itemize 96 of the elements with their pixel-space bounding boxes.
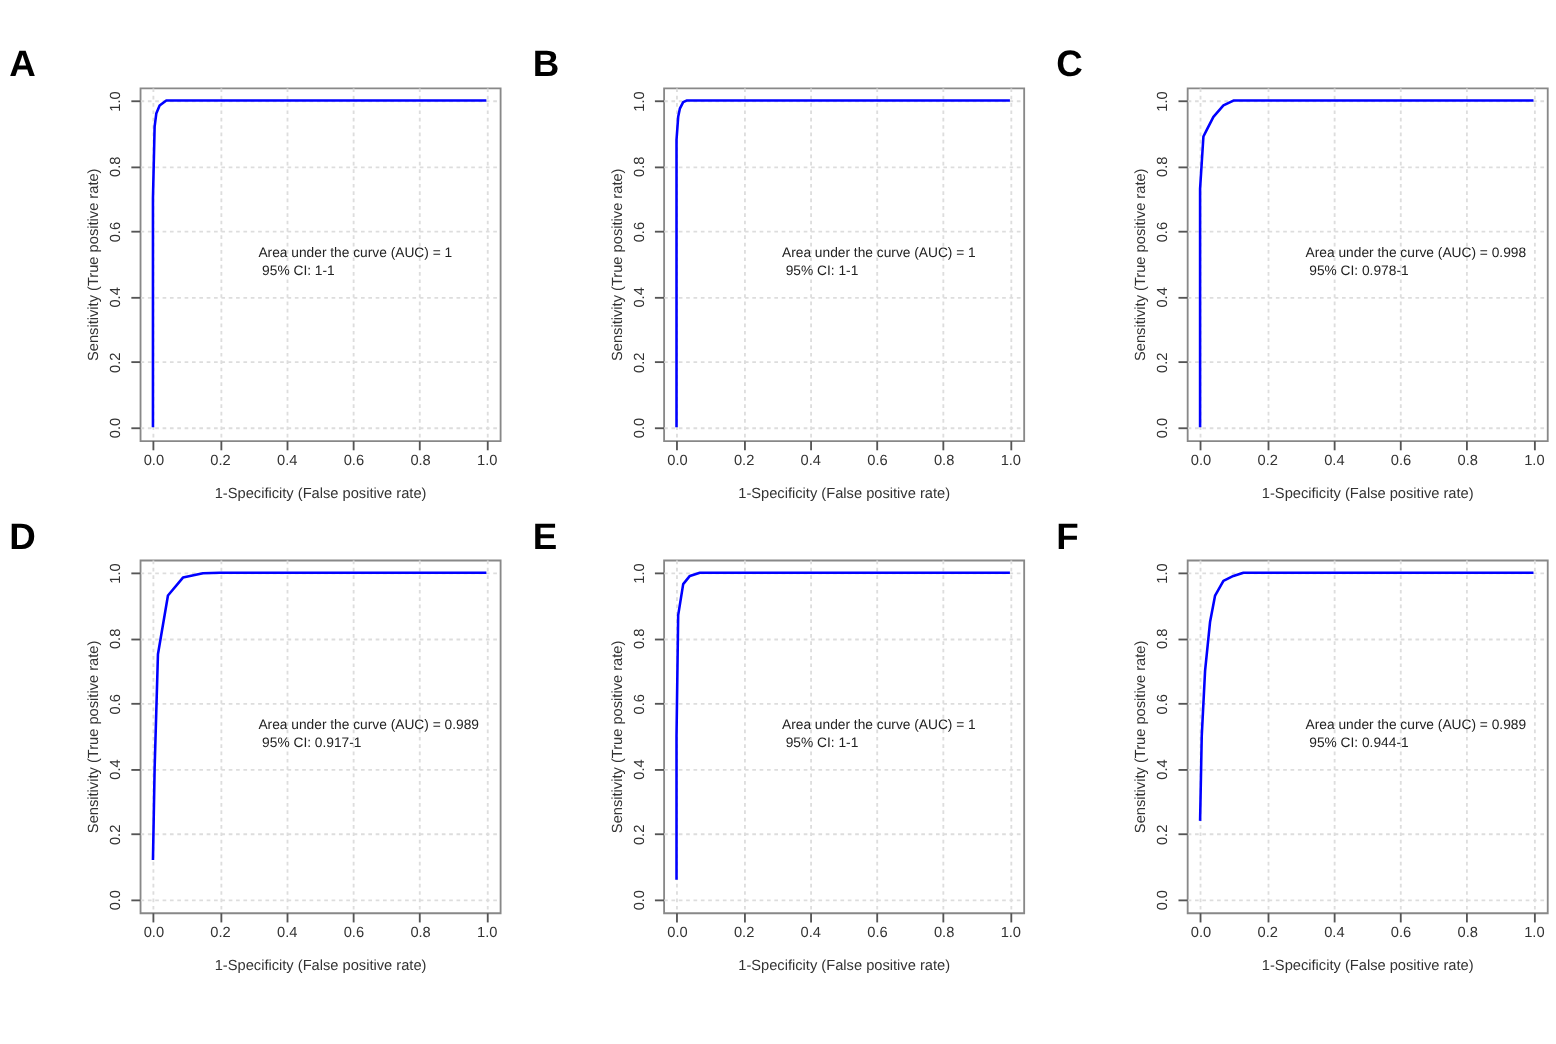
line-series [675,571,1012,881]
x-tick-label: 0.2 [210,923,231,942]
x-tick-label: 0.2 [1257,923,1278,942]
x-tick-label: 0.8 [1457,923,1478,942]
y-tick-label: 0.4 [106,287,125,308]
y-tick-label: 0.8 [629,628,648,650]
x-tick-label: 0.0 [1190,923,1212,942]
y-tick-label: 0.4 [629,287,648,308]
y-tick-label: 0.8 [106,156,125,177]
y-axis-title: Sensitivity (True positive rate) [84,168,103,361]
x-axis-title: 1-Specificity (False positive rate) [1261,484,1474,503]
y-axis-title: Sensitivity (True positive rate) [1131,640,1150,834]
x-tick-label: 0.0 [1190,450,1212,469]
y-tick-label: 0.2 [106,352,125,373]
x-tick-label: 1.0 [1000,923,1022,942]
y-tick-label: 0.0 [106,417,125,439]
x-tick-label: 0.6 [343,450,365,469]
y-tick-label: 0.6 [106,221,125,243]
x-tick-label: 0.8 [1457,450,1478,469]
y-tick-label: 0.0 [629,417,648,439]
y-tick-label: 0.2 [1153,824,1172,846]
chart-title: B [532,42,560,85]
line-series [1198,99,1535,429]
y-tick-label: 0.6 [629,694,648,715]
x-tick-label: 0.4 [1324,923,1345,942]
y-tick-label: 1.0 [106,563,125,584]
line-series [1198,571,1535,823]
x-tick-label: 0.4 [277,923,298,942]
y-tick-label: 0.8 [1153,628,1172,650]
x-tick-label: 0.6 [867,450,888,469]
y-tick-label: 1.0 [1153,91,1172,112]
y-tick-label: 0.8 [106,628,125,650]
x-tick-label: 1.0 [1524,450,1545,469]
x-axis-title: 1-Specificity (False positive rate) [738,484,951,503]
y-tick-label: 0.4 [1153,759,1172,780]
x-tick-label: 1.0 [1000,450,1022,469]
x-tick-label: 1.0 [477,923,498,942]
y-tick-label: 0.0 [106,889,125,911]
x-axis-title: 1-Specificity (False positive rate) [738,956,951,975]
chart-title: C [1056,42,1083,85]
y-tick-label: 0.4 [1153,287,1172,308]
x-tick-label: 0.4 [800,450,821,469]
y-tick-label: 0.0 [1153,889,1172,911]
chart-title: F [1056,514,1079,557]
y-tick-label: 1.0 [629,91,648,112]
x-tick-label: 0.2 [733,450,755,469]
y-tick-label: 1.0 [629,563,648,584]
x-tick-label: 0.0 [667,923,688,942]
y-tick-label: 0.2 [629,824,648,846]
x-tick-label: 0.8 [933,923,955,942]
y-tick-label: 0.4 [106,759,125,780]
y-tick-label: 0.8 [1153,156,1172,177]
y-tick-label: 0.6 [629,221,648,243]
x-tick-label: 0.4 [1324,450,1345,469]
y-tick-label: 0.6 [106,694,125,715]
y-tick-label: 0.0 [1153,417,1172,439]
x-tick-label: 0.8 [410,923,431,942]
x-tick-label: 0.6 [867,923,888,942]
y-tick-label: 0.2 [629,352,648,373]
line-series [151,99,488,429]
x-tick-label: 0.4 [277,450,298,469]
chart-title: D [9,514,36,557]
x-tick-label: 0.8 [410,450,431,469]
x-tick-label: 0.0 [667,450,688,469]
x-tick-label: 0.8 [933,450,955,469]
y-tick-label: 0.6 [1153,694,1172,715]
x-tick-label: 0.2 [733,923,755,942]
x-tick-label: 1.0 [477,450,498,469]
line-series [151,571,488,862]
x-axis-title: 1-Specificity (False positive rate) [214,484,427,503]
y-tick-label: 0.6 [1153,221,1172,243]
chart-title: E [532,514,558,557]
y-tick-label: 0.8 [629,156,648,177]
x-tick-label: 0.4 [800,923,821,942]
x-tick-label: 1.0 [1524,923,1545,942]
line-series [675,99,1012,429]
x-axis-title: 1-Specificity (False positive rate) [1261,956,1474,975]
y-tick-label: 1.0 [106,91,125,112]
y-axis-title: Sensitivity (True positive rate) [607,640,626,834]
x-tick-label: 0.0 [143,923,165,942]
y-tick-label: 0.4 [629,759,648,780]
x-tick-label: 0.6 [343,923,365,942]
x-tick-label: 0.0 [143,450,165,469]
x-axis-title: 1-Specificity (False positive rate) [214,956,427,975]
y-axis-title: Sensitivity (True positive rate) [84,640,103,834]
x-tick-label: 0.2 [1257,450,1278,469]
y-axis-title: Sensitivity (True positive rate) [607,168,626,361]
y-axis-title: Sensitivity (True positive rate) [1131,168,1150,361]
x-tick-label: 0.2 [210,450,231,469]
y-tick-label: 0.0 [629,889,648,911]
y-tick-label: 1.0 [1153,563,1172,584]
y-tick-label: 0.2 [106,824,125,846]
x-tick-label: 0.6 [1390,923,1412,942]
chart-title: A [9,42,36,85]
x-tick-label: 0.6 [1390,450,1412,469]
y-tick-label: 0.2 [1153,352,1172,373]
